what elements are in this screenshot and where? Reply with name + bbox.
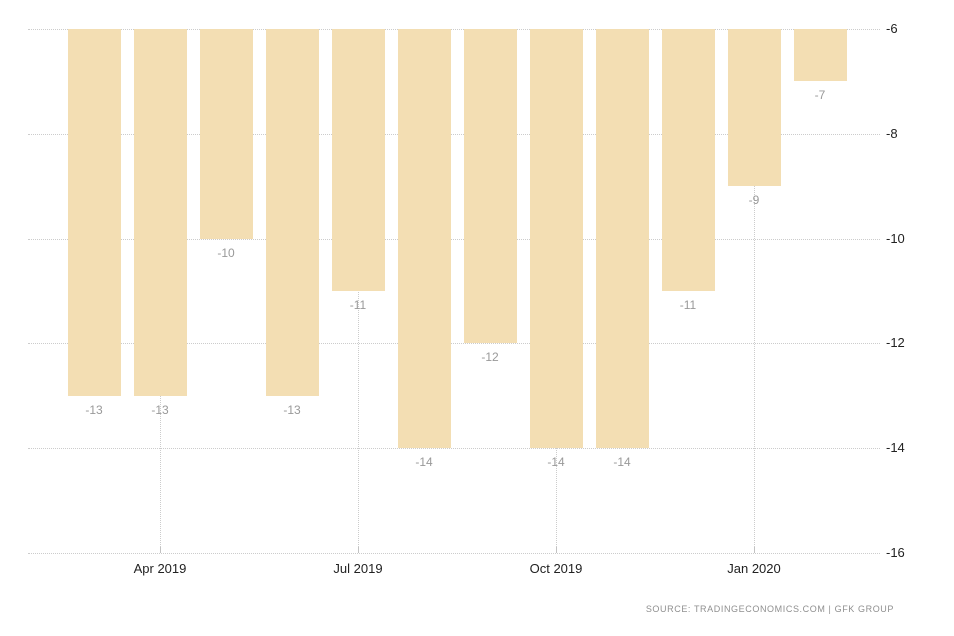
bar[interactable] xyxy=(463,29,517,343)
x-axis-tick-label: Jan 2020 xyxy=(727,561,781,576)
bar-value-label: -13 xyxy=(85,403,103,417)
x-axis-tick-label: Oct 2019 xyxy=(529,561,583,576)
gridline-horizontal xyxy=(28,239,880,240)
y-axis-tick-label: -6 xyxy=(886,21,898,36)
bar-value-label: -11 xyxy=(679,298,697,312)
bar-value-label: -14 xyxy=(547,455,565,469)
y-axis-tick-label: -16 xyxy=(886,545,905,560)
gridline-horizontal xyxy=(28,448,880,449)
bar-value-label: -13 xyxy=(151,403,169,417)
gridline-vertical xyxy=(358,29,359,553)
gridline-horizontal xyxy=(28,343,880,344)
bar[interactable] xyxy=(199,29,253,239)
bar-value-label: -14 xyxy=(415,455,433,469)
bar-value-label: -11 xyxy=(349,298,367,312)
gridline-vertical xyxy=(754,29,755,553)
bar-value-label: -13 xyxy=(283,403,301,417)
gridline-horizontal xyxy=(28,29,880,30)
x-axis-tick xyxy=(160,547,161,553)
bar[interactable] xyxy=(529,29,583,448)
y-axis-tick-label: -12 xyxy=(886,335,905,350)
bar-value-label: -9 xyxy=(748,193,760,207)
bar[interactable] xyxy=(793,29,847,81)
bar[interactable] xyxy=(265,29,319,396)
bar[interactable] xyxy=(331,29,385,291)
bar[interactable] xyxy=(133,29,187,396)
bar-value-label: -12 xyxy=(481,350,499,364)
x-axis-tick xyxy=(358,547,359,553)
gridline-horizontal xyxy=(28,553,880,554)
y-axis-tick-label: -10 xyxy=(886,231,905,246)
bar[interactable] xyxy=(661,29,715,291)
bar[interactable] xyxy=(727,29,781,186)
y-axis-tick-label: -14 xyxy=(886,440,905,455)
bar-value-label: -14 xyxy=(613,455,631,469)
x-axis-tick-label: Jul 2019 xyxy=(333,561,383,576)
bar[interactable] xyxy=(397,29,451,448)
bar[interactable] xyxy=(67,29,121,396)
x-axis-tick xyxy=(754,547,755,553)
plot-area[interactable]: -6 -8 -10 -12 -14 -16 Apr 2019 Jul 2019 Oct 2019… xyxy=(0,0,954,600)
y-axis-tick-label: -8 xyxy=(886,126,898,141)
bar[interactable] xyxy=(595,29,649,448)
gridline-horizontal xyxy=(28,134,880,135)
x-axis-tick-label: Apr 2019 xyxy=(133,561,187,576)
bar-value-label: -10 xyxy=(217,246,235,260)
x-axis-tick xyxy=(556,547,557,553)
bar-value-label: -7 xyxy=(814,88,826,102)
source-attribution: SOURCE: TRADINGECONOMICS.COM | GFK GROUP xyxy=(645,604,894,614)
